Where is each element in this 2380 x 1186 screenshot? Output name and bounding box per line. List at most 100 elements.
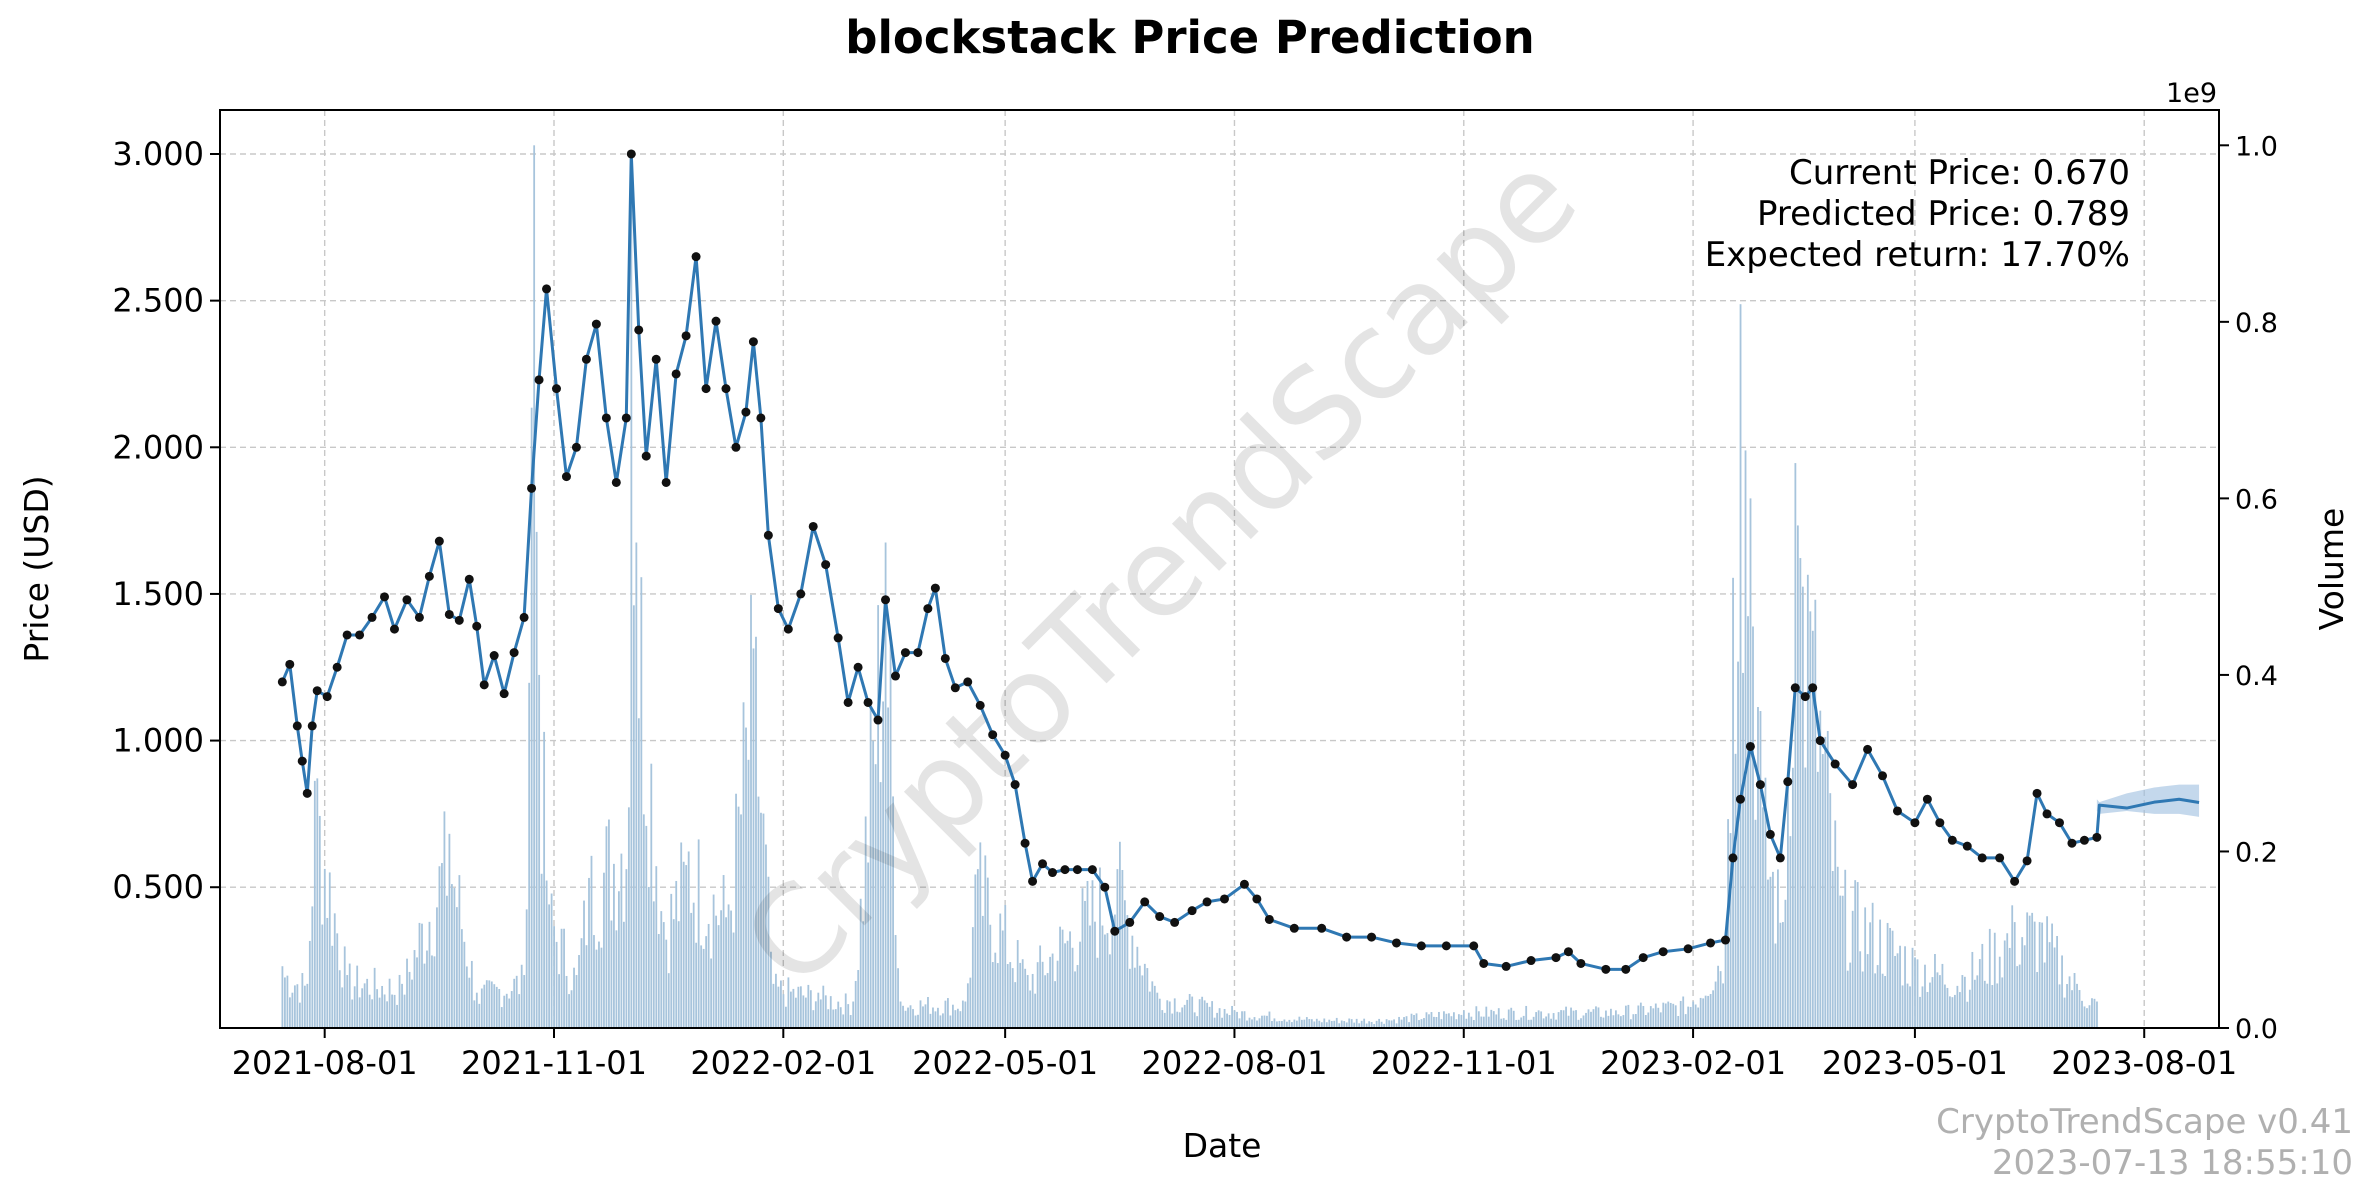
volume-bar [1799,558,1802,1028]
price-point [1317,923,1327,933]
volume-bar [1692,1001,1695,1028]
volume-bar [907,1007,909,1028]
volume-bar [371,999,374,1028]
volume-bar [363,983,366,1028]
volume-bar [1744,450,1747,1029]
volume-bar [1300,1019,1303,1028]
volume-bar [1605,1010,1607,1028]
volume-bar [802,995,805,1028]
price-point [1010,780,1020,790]
volume-bar [1046,973,1049,1028]
volume-bar [530,407,533,1029]
price-point [634,325,644,335]
volume-bar [720,910,722,1028]
volume-bar [1914,957,1916,1028]
volume-bar [742,702,745,1028]
volume-bar [887,707,889,1028]
volume-bar [879,782,882,1028]
price-point [527,483,537,493]
volume-bar [1687,1006,1690,1028]
volume-bar [1659,1012,1662,1028]
volume-bar [578,955,580,1028]
price-point [641,451,651,461]
volume-bar [839,1007,842,1028]
volume-bar [999,913,1002,1028]
volume-bar [922,1006,924,1028]
volume-bar [1258,1018,1261,1028]
price-point [1501,961,1511,971]
price-point [1125,917,1135,927]
volume-bar [373,967,376,1028]
volume-bar [1684,1014,1687,1028]
volume-bar [1567,1015,1570,1028]
volume-bar [884,542,887,1028]
volume-bar [480,988,483,1028]
price-point [783,624,793,634]
volume-bar [1677,1015,1680,1028]
volume-bar [318,815,321,1028]
volume-bar [1019,962,1022,1028]
volume-bar [827,1009,830,1028]
volume-bar [1789,836,1792,1028]
volume-bar [2038,922,2041,1028]
volume-bar [1557,1012,1560,1028]
volume-bar [715,915,718,1028]
volume-bar [2021,937,2024,1028]
volume-bar [625,869,628,1028]
volume-bar [1886,922,1889,1028]
volume-bar [326,917,329,1028]
price-point [1170,917,1180,927]
volume-bar [872,740,875,1028]
volume-bar [575,975,578,1028]
volume-bar [1236,1011,1238,1028]
volume-bar [436,907,438,1028]
volume-bar [473,1000,476,1028]
volume-bar [1251,1019,1253,1028]
x-tick-label: 2023-05-01 [1822,1044,2008,1082]
price-point [1140,897,1150,907]
volume-bar [989,924,992,1028]
volume-bar [1804,767,1807,1028]
volume-bar [854,980,857,1028]
volume-bar [1497,1008,1500,1028]
y2-axis-ticks: 0.0 0.2 0.4 0.6 0.8 1.0 [2219,131,2278,1045]
volume-bar [874,764,877,1028]
price-point [1720,935,1730,945]
volume-bar [333,913,336,1028]
volume-bar [882,701,885,1028]
price-point [1028,876,1038,886]
price-point [1638,953,1648,963]
volume-bar [1702,998,1705,1028]
volume-bar [1116,869,1119,1028]
volume-bar [563,928,565,1028]
price-point [1072,865,1082,875]
volume-bar [1482,1016,1485,1028]
volume-bar [722,875,725,1028]
volume-bar [1924,964,1926,1028]
volume-bar [1403,1017,1405,1028]
volume-bar [490,981,493,1028]
volume-bar [1263,1015,1266,1028]
volume-bar [645,825,648,1028]
volume-bar [1440,1019,1443,1028]
volume-bar [1612,1015,1615,1028]
volume-bar [2033,921,2036,1028]
volume-bar [600,947,603,1028]
price-point [424,571,434,581]
volume-bar [1876,965,1879,1028]
volume-bar [316,778,319,1028]
volume-bar [1375,1020,1378,1028]
volume-bar [1358,1023,1361,1028]
volume-bar [1968,989,1971,1028]
volume-bar [665,939,668,1028]
price-point [434,536,444,546]
volume-bar [1956,985,1959,1028]
volume-bar [408,971,411,1028]
volume-bar [1774,943,1777,1028]
price-point [975,700,985,710]
volume-bar [787,977,790,1028]
volume-bar [1383,1023,1386,1028]
volume-bar [1881,973,1884,1028]
volume-bar [1552,1013,1555,1028]
volume-bar [652,901,655,1028]
